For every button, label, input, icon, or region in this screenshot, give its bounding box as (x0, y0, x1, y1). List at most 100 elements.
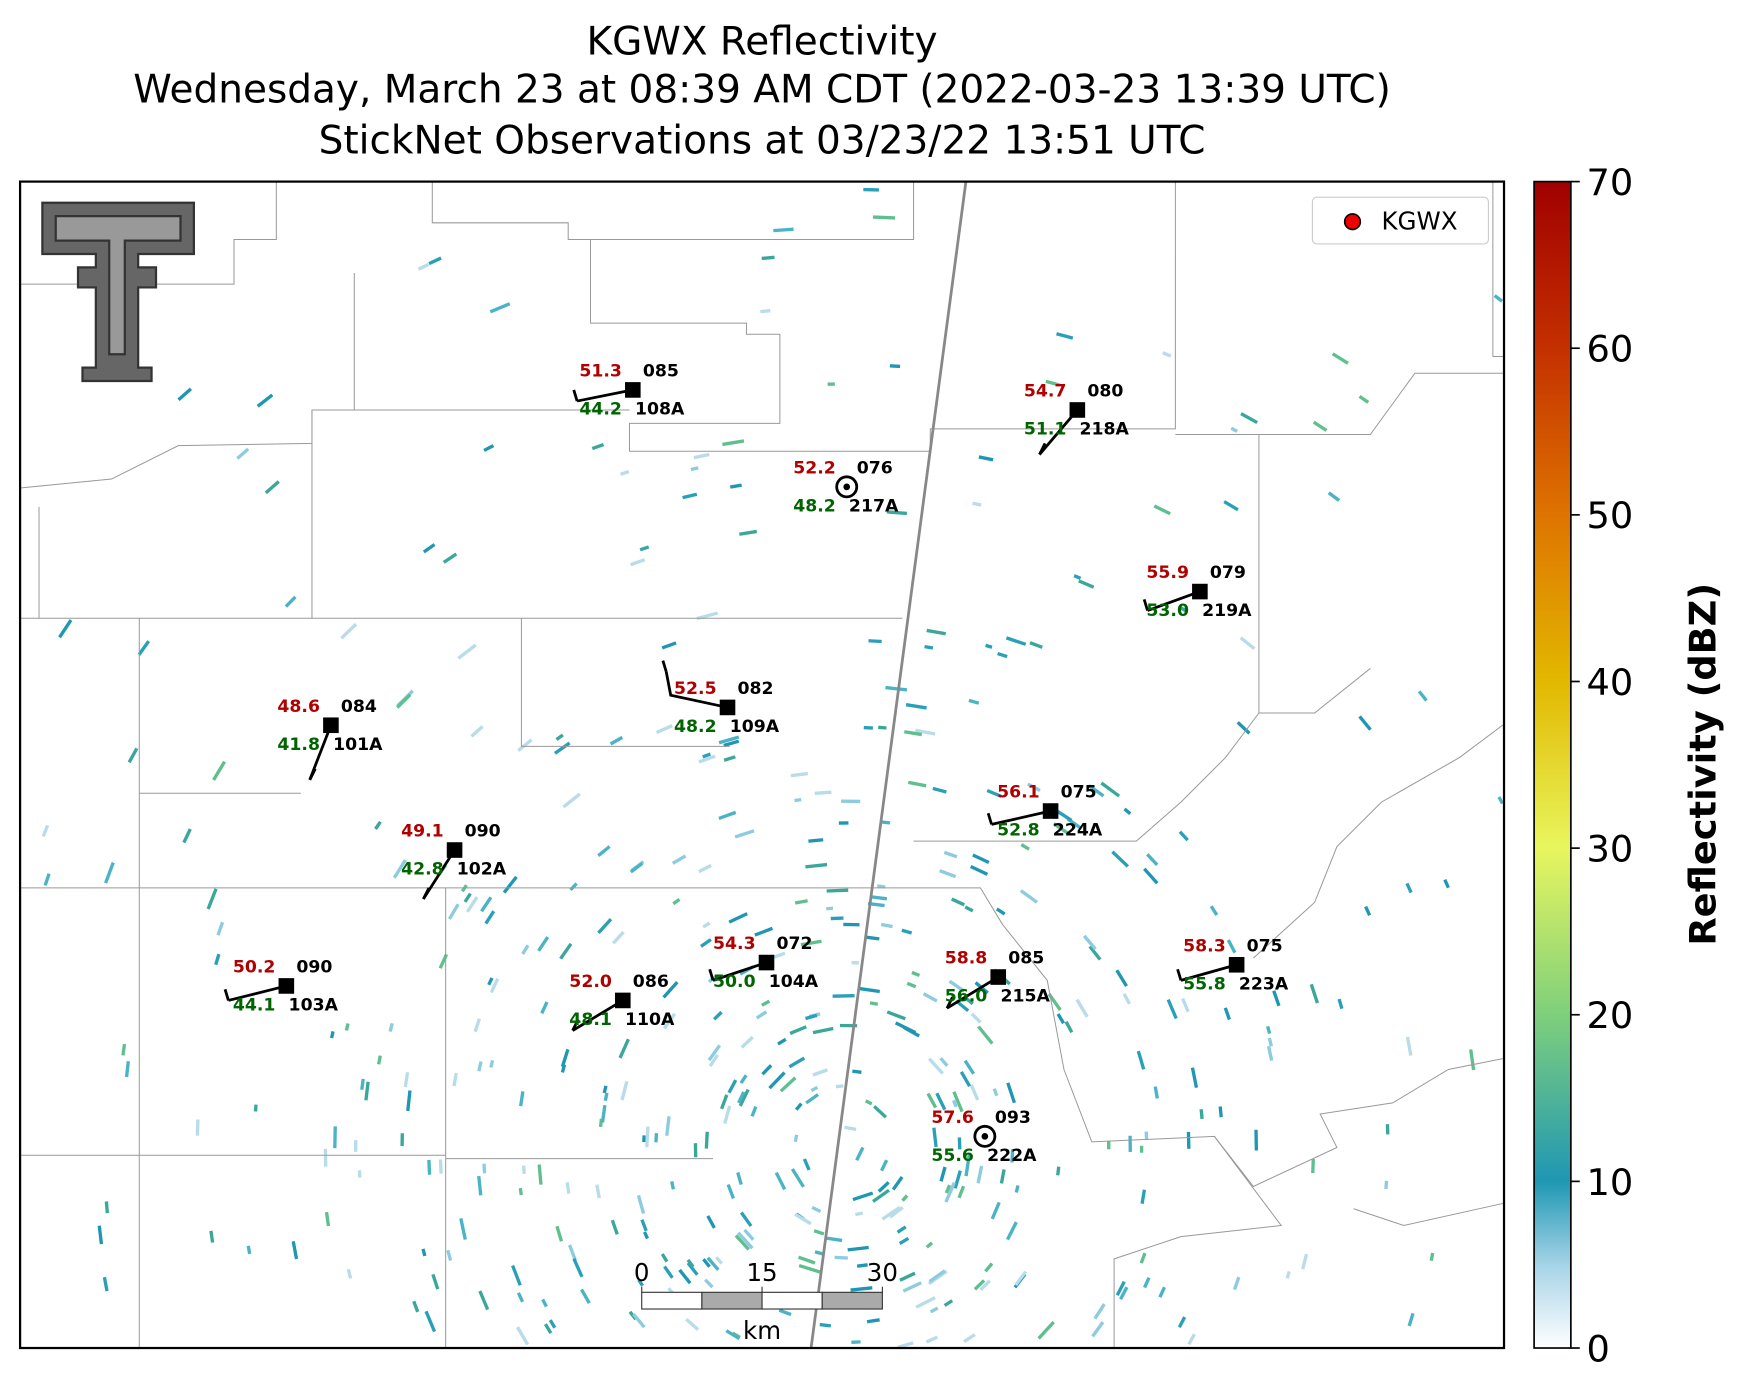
map-area: 51.3 085 44.2 108A 52.2 076 48.2 217A 54.7 080 51.… (20, 181, 1505, 1349)
radar-echo (743, 1228, 755, 1241)
radar-echo (832, 994, 855, 998)
radar-echo (537, 1164, 543, 1185)
radar-echo (928, 1057, 944, 1075)
radar-echo (1177, 1316, 1187, 1328)
radar-echo (970, 1012, 982, 1024)
legend-marker (1343, 213, 1362, 231)
radar-echo (256, 393, 274, 408)
radar-echo (944, 1182, 956, 1203)
radar-echo (979, 1279, 991, 1292)
radar-echo (1153, 1086, 1159, 1099)
radar-echo (1301, 1253, 1309, 1270)
radar-echo (1358, 394, 1370, 404)
station: 51.3 085 44.2 108A (572, 362, 685, 419)
scale-segment (761, 1291, 823, 1310)
radar-echo (678, 1268, 692, 1285)
radar-echo (686, 1258, 695, 1268)
radar-echo (813, 1229, 825, 1236)
radar-echo (1239, 636, 1256, 650)
temperature: 49.1 (401, 822, 444, 842)
radar-echo (977, 1025, 994, 1045)
radar-echo (236, 447, 250, 460)
radar-echo (880, 820, 891, 825)
radar-echo (964, 905, 974, 913)
radar-echo (852, 1191, 874, 1202)
radar-echo (1143, 867, 1159, 885)
dewpoint: 48.2 (793, 496, 836, 516)
radar-echo (939, 1057, 949, 1067)
radar-echo (567, 1244, 577, 1261)
station-id: 110A (625, 1010, 675, 1030)
radar-echo (1223, 1007, 1231, 1021)
radar-echo (773, 227, 794, 233)
radar-echo (264, 480, 280, 495)
radar-echo (858, 986, 881, 994)
radar-echo (1199, 1109, 1204, 1120)
radar-echo (400, 1133, 404, 1147)
radar-echo (1309, 983, 1320, 1004)
radar-echo (866, 1318, 880, 1324)
radar-echo (1119, 1286, 1129, 1301)
wind-barb (1180, 963, 1238, 982)
temperature: 52.0 (569, 972, 612, 992)
radar-echo (323, 1148, 328, 1167)
radar-echo (704, 1278, 714, 1289)
radar-echo (702, 921, 711, 929)
radar-echo (863, 187, 879, 192)
radar-echo (1006, 1082, 1017, 1104)
radar-echo (1019, 889, 1038, 904)
station: 57.6 093 55.6 222A (931, 1108, 1037, 1166)
station-value: 082 (738, 679, 774, 699)
radar-echo (541, 1298, 548, 1308)
radar-echo (805, 1013, 818, 1021)
radar-echo (446, 1249, 453, 1262)
radar-echo (58, 619, 73, 639)
radar-echo (725, 1329, 741, 1341)
radar-echo (718, 735, 740, 745)
radar-echo (959, 1071, 972, 1088)
radar-echo (819, 1322, 832, 1328)
radar-echo (706, 1256, 720, 1271)
radar-echo (864, 1099, 873, 1106)
radar-echo (835, 1084, 844, 1089)
radar-echo (1047, 993, 1062, 1012)
radar-echo (482, 1163, 487, 1174)
radar-echo (702, 1258, 711, 1268)
radar-echo (1146, 853, 1159, 866)
radar-echo (1358, 715, 1372, 731)
radar-echo (637, 1278, 644, 1287)
radar-echo (1087, 784, 1105, 798)
radar-echo (841, 799, 861, 804)
radar-echo (851, 1340, 861, 1344)
radar-echo (1140, 1189, 1147, 1204)
radar-echo (1337, 998, 1344, 1010)
radar-echo (344, 1023, 350, 1031)
radar-echo (990, 1201, 1001, 1220)
radar-echo (723, 1105, 732, 1124)
radar-echo (620, 1080, 629, 1101)
radar-echo (863, 725, 873, 730)
radar-echo (969, 1084, 980, 1101)
dewpoint: 50.0 (713, 972, 756, 992)
radar-echo (209, 1230, 215, 1243)
colorbar-tick-label: 50 (1586, 494, 1633, 537)
radar-echo (935, 1092, 947, 1111)
temperature: 56.1 (997, 783, 1040, 803)
radar-echo (770, 951, 786, 960)
radar-echo (521, 1165, 526, 1174)
colorbar-tick-label: 70 (1586, 161, 1633, 204)
radar-echo (477, 1175, 483, 1196)
radar-echo (868, 639, 882, 644)
radar-echo (1158, 1286, 1166, 1298)
radar-echo (1254, 1129, 1259, 1151)
station-id: 108A (635, 399, 685, 419)
radar-echo (1226, 939, 1237, 954)
radar-echo (880, 922, 893, 929)
radar-echo (1128, 1135, 1132, 1152)
radar-echo (1037, 1320, 1055, 1340)
radar-echo (702, 752, 711, 759)
radar-echo (739, 1074, 748, 1085)
radar-echo (206, 888, 218, 910)
scale-tick-label: 0 (634, 1258, 650, 1287)
station-value: 080 (1087, 382, 1123, 402)
